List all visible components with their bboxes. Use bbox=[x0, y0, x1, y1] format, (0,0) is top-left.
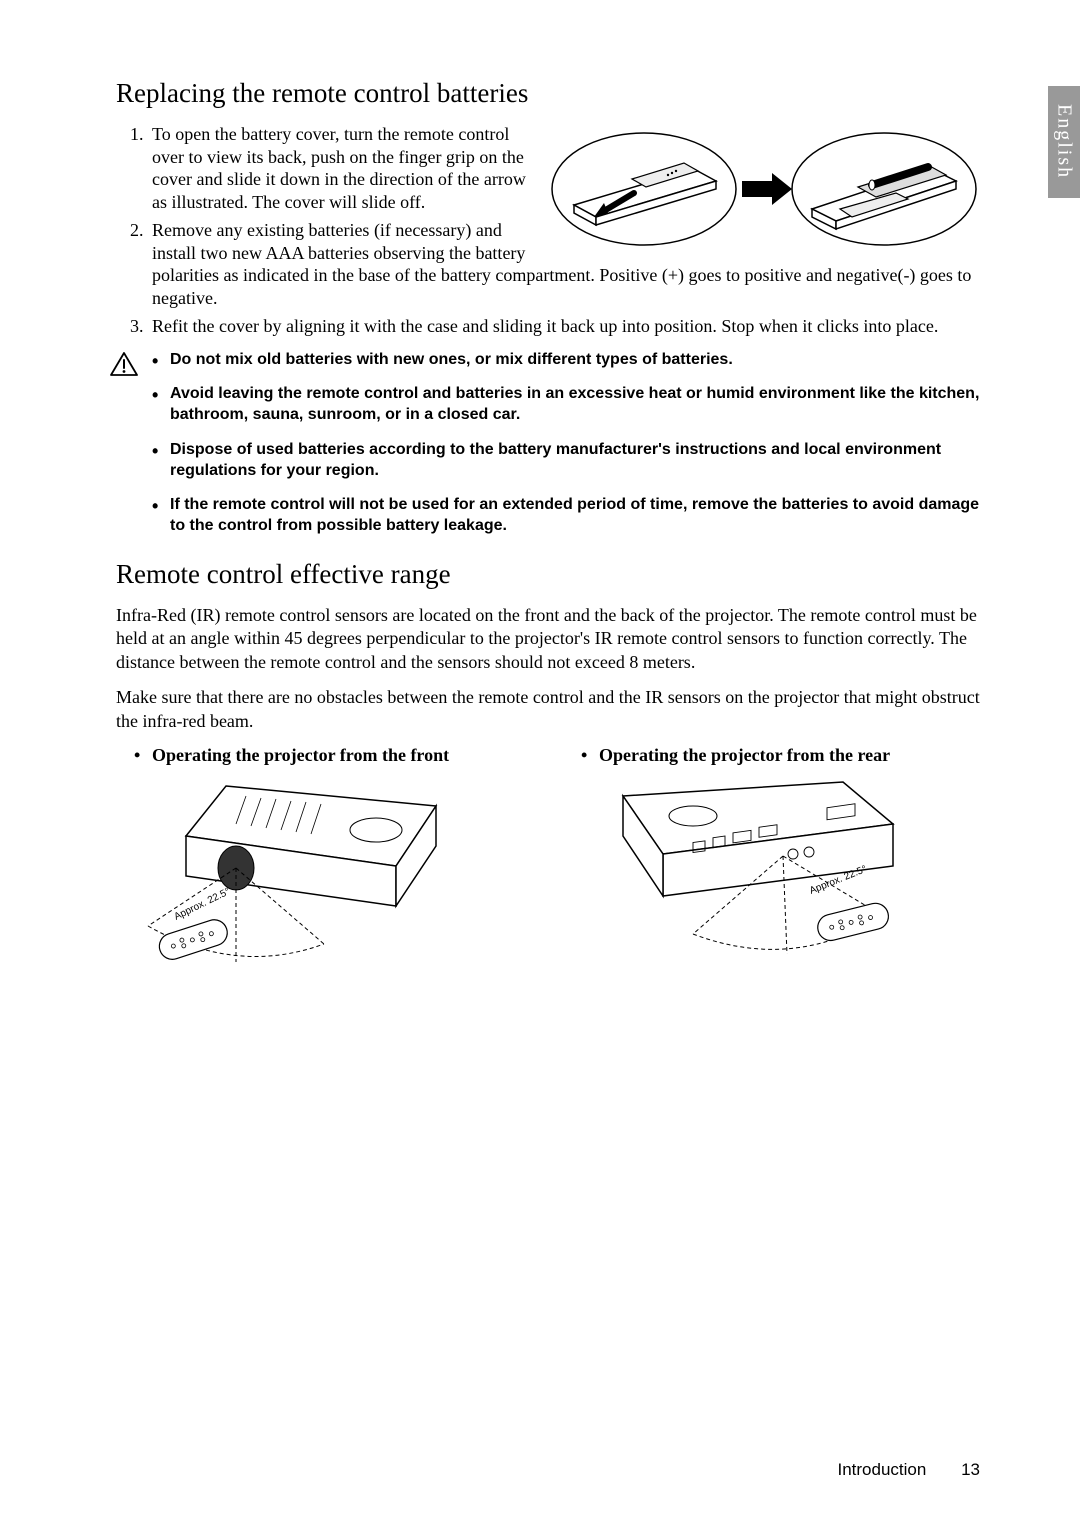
projector-front-illustration: Approx. 22.5° bbox=[136, 776, 476, 976]
section1-title: Replacing the remote control batteries bbox=[116, 78, 980, 109]
footer-section: Introduction bbox=[838, 1460, 927, 1479]
footer-page-number: 13 bbox=[961, 1460, 980, 1479]
step-2: Remove any existing batteries (if necess… bbox=[130, 219, 980, 309]
warning-3: Dispose of used batteries according to t… bbox=[152, 440, 980, 482]
warning-1: Do not mix old batteries with new ones, … bbox=[152, 350, 980, 371]
warning-icon bbox=[110, 352, 138, 376]
warning-block: Do not mix old batteries with new ones, … bbox=[116, 350, 980, 538]
projector-rear-illustration: Approx. 22.5° bbox=[583, 776, 923, 976]
front-column: Operating the projector from the front bbox=[116, 745, 533, 976]
section2-para-1: Infra-Red (IR) remote control sensors ar… bbox=[116, 604, 980, 674]
operation-columns: Operating the projector from the front bbox=[116, 745, 980, 976]
step-1: To open the battery cover, turn the remo… bbox=[130, 123, 980, 213]
battery-steps-list: To open the battery cover, turn the remo… bbox=[116, 123, 980, 338]
step-3: Refit the cover by aligning it with the … bbox=[130, 315, 980, 338]
warning-4: If the remote control will not be used f… bbox=[152, 495, 980, 537]
rear-caption: Operating the projector from the rear bbox=[563, 745, 980, 766]
section2-para-2: Make sure that there are no obstacles be… bbox=[116, 686, 980, 733]
section1-body: To open the battery cover, turn the remo… bbox=[116, 123, 980, 344]
rear-column: Operating the projector from the rear bbox=[563, 745, 980, 976]
page-footer: Introduction 13 bbox=[838, 1460, 981, 1480]
warnings-list: Do not mix old batteries with new ones, … bbox=[152, 350, 980, 538]
warning-2: Avoid leaving the remote control and bat… bbox=[152, 384, 980, 426]
section2-title: Remote control effective range bbox=[116, 559, 980, 590]
front-caption: Operating the projector from the front bbox=[116, 745, 533, 766]
page-content: Replacing the remote control batteries bbox=[0, 0, 1080, 1534]
